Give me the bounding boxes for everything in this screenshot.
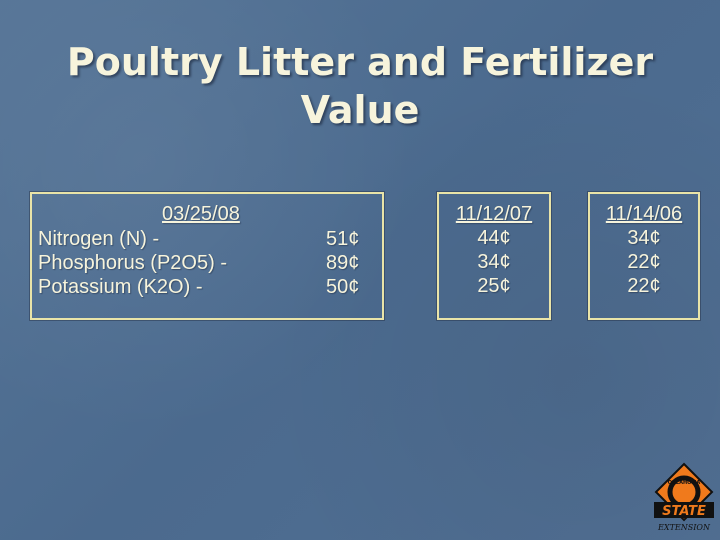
price-table-2006: 11/14/06 34¢ 22¢ 22¢	[587, 191, 701, 321]
slide-title: Poultry Litter and Fertilizer Value	[66, 40, 654, 132]
prices-2008: 51¢ 89¢ 50¢	[326, 227, 359, 299]
price-potassium-2006: 22¢	[627, 275, 661, 297]
date-header-2008: 03/25/08	[162, 203, 240, 225]
nutrient-label-nitrogen: Nitrogen (N) -	[38, 228, 160, 250]
svg-text:STATE: STATE	[662, 504, 706, 519]
price-phosphorus-2007: 34¢	[477, 251, 511, 273]
price-table-2008: 03/25/08 Nitrogen (N) - Phosphorus (P2O5…	[29, 191, 385, 321]
date-header-2007: 11/12/07	[455, 203, 533, 225]
price-nitrogen-2006: 34¢	[627, 227, 661, 249]
svg-text:EXTENSION: EXTENSION	[657, 523, 711, 532]
osu-extension-logo: STATE OKLAHOMA EXTENSION	[654, 462, 714, 532]
date-header-2006: 11/14/06	[605, 203, 683, 225]
nutrient-label-phosphorus: Phosphorus (P2O5) -	[38, 252, 227, 274]
nutrient-label-potassium: Potassium (K2O) -	[38, 276, 203, 298]
price-table-2007: 11/12/07 44¢ 34¢ 25¢	[436, 191, 552, 321]
price-potassium-2008: 50¢	[326, 276, 360, 298]
price-potassium-2007: 25¢	[477, 275, 511, 297]
price-phosphorus-2006: 22¢	[627, 251, 661, 273]
price-nitrogen-2007: 44¢	[477, 227, 511, 249]
price-phosphorus-2008: 89¢	[326, 252, 360, 274]
svg-text:OKLAHOMA: OKLAHOMA	[668, 480, 701, 486]
nutrient-labels: Nitrogen (N) - Phosphorus (P2O5) - Potas…	[38, 227, 227, 299]
price-nitrogen-2008: 51¢	[326, 228, 360, 250]
